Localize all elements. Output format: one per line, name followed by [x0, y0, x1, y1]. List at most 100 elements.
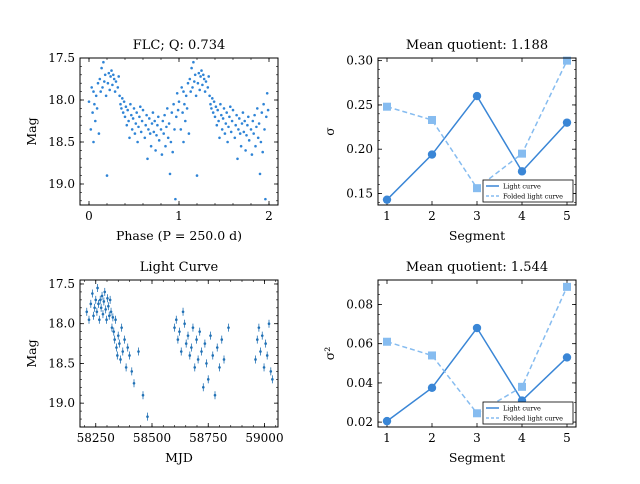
data-point	[159, 128, 163, 131]
data-point	[194, 94, 198, 98]
data-point	[116, 334, 120, 337]
data-point	[249, 128, 253, 131]
data-point	[201, 83, 204, 87]
data-point	[191, 86, 194, 89]
series-marker	[473, 409, 481, 418]
y-tick-label: 0.04	[346, 376, 373, 390]
data-point	[198, 88, 201, 92]
data-point	[137, 125, 140, 129]
data-point	[190, 346, 193, 349]
data-point	[185, 107, 189, 110]
x-tick-label: 5	[563, 209, 571, 223]
series-marker	[428, 351, 436, 360]
data-point	[143, 136, 147, 140]
data-point	[87, 100, 91, 103]
data-point	[263, 128, 266, 131]
data-point	[128, 354, 131, 357]
data-point	[225, 111, 228, 114]
data-point	[266, 108, 270, 112]
data-point	[163, 113, 166, 117]
data-point	[99, 90, 102, 93]
data-point	[260, 334, 264, 337]
data-point	[94, 94, 98, 98]
data-point	[151, 111, 155, 114]
panel-2: Mean quotient: 1.188 Segment σ 1 2 3 4 5 0.15 0.2…	[322, 38, 577, 243]
y-tick-label: 0.02	[346, 415, 373, 429]
x-tick-label: 2	[428, 209, 436, 223]
data-point	[89, 128, 93, 131]
data-point	[182, 140, 185, 144]
data-point	[125, 123, 129, 127]
x-tick-label: 3	[473, 209, 481, 223]
data-point	[211, 354, 215, 357]
series-marker	[382, 416, 392, 426]
series-line	[386, 60, 568, 190]
data-point	[116, 354, 119, 357]
y-tick-label: 18.0	[48, 317, 75, 331]
data-point	[254, 144, 257, 148]
data-point	[117, 75, 120, 78]
series-marker	[563, 56, 571, 65]
data-point	[92, 140, 95, 144]
data-point	[148, 117, 151, 120]
data-point	[222, 358, 226, 361]
data-point	[166, 136, 170, 140]
data-point	[183, 322, 186, 326]
data-point	[108, 88, 111, 92]
x-tick-label: 1	[175, 209, 183, 223]
panel-3: Light Curve MJD Mag 58250 58500 58750 59000 17.…	[24, 260, 284, 465]
data-point	[123, 115, 127, 119]
data-point	[213, 393, 217, 397]
legend-label: Light curve	[503, 404, 541, 412]
data-point	[103, 290, 107, 294]
data-point	[103, 80, 106, 83]
y-tick-label: 0.20	[346, 142, 373, 156]
data-point	[255, 125, 258, 129]
data-point	[148, 132, 152, 135]
data-point	[186, 81, 190, 85]
data-point	[138, 115, 141, 119]
panel-4: Mean quotient: 1.544 Segment σ² 1 2 3 4 5 0.02 0.…	[322, 260, 577, 465]
data-point	[141, 393, 145, 397]
data-point	[168, 172, 172, 176]
data-point	[122, 100, 126, 103]
data-point	[139, 105, 142, 109]
data-point	[147, 128, 150, 131]
data-point	[246, 123, 249, 127]
y-axis-label: σ²	[322, 347, 337, 361]
data-point	[200, 350, 203, 353]
data-point	[242, 130, 246, 134]
data-point	[93, 102, 96, 106]
data-point	[261, 150, 265, 154]
data-point	[135, 111, 138, 114]
data-point	[121, 350, 125, 353]
data-point	[208, 94, 211, 98]
data-point	[202, 73, 205, 77]
data-point	[190, 66, 193, 70]
data-point	[188, 354, 192, 357]
data-point	[259, 350, 262, 353]
data-point	[89, 302, 93, 306]
data-point	[115, 346, 118, 349]
data-point	[202, 77, 206, 81]
data-point	[111, 316, 115, 319]
data-point	[118, 342, 121, 345]
data-point	[130, 370, 134, 373]
data-point	[130, 128, 134, 131]
data-point	[265, 354, 269, 357]
data-point	[227, 125, 230, 129]
data-point	[252, 132, 255, 135]
data-point	[256, 136, 260, 140]
y-tick-label: 18.5	[48, 135, 75, 149]
data-point	[175, 115, 178, 119]
data-point	[166, 107, 169, 110]
series-marker	[383, 337, 391, 346]
data-point	[193, 80, 196, 83]
x-tick-label: 58500	[133, 431, 171, 445]
data-point	[139, 130, 143, 134]
data-point	[238, 117, 241, 120]
data-point	[203, 90, 207, 93]
data-point	[238, 132, 242, 135]
data-point	[182, 90, 185, 93]
data-point	[141, 108, 145, 112]
